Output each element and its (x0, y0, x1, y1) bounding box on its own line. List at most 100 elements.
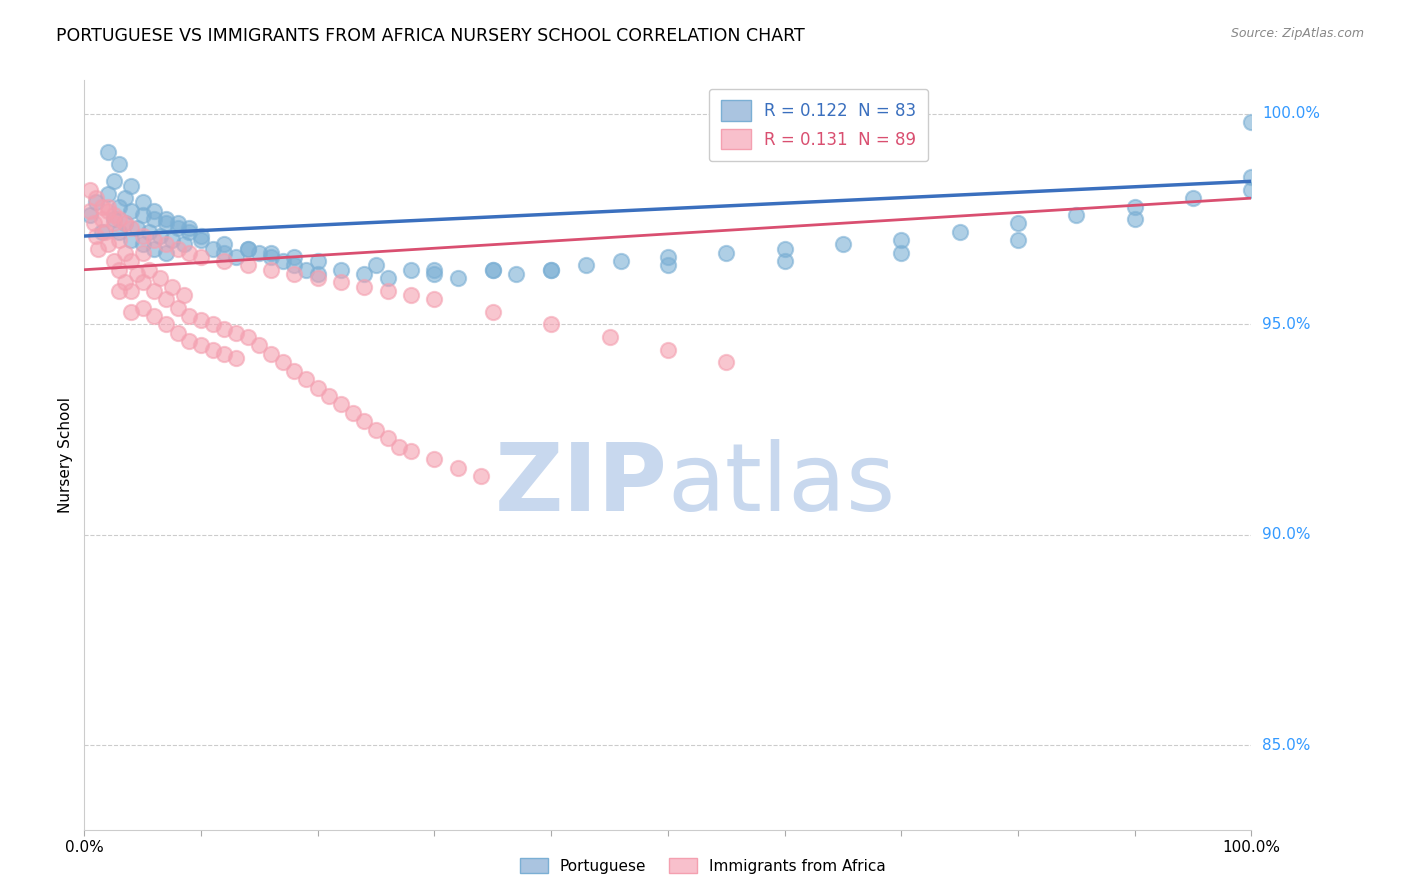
Point (166, 242, 188, 256)
Point (399, 443, 422, 458)
Point (108, 284, 131, 298)
Point (890, 233, 912, 247)
Point (103, 254, 125, 268)
Point (271, 355, 294, 369)
Point (160, 279, 183, 293)
Point (599, 330, 621, 344)
Point (307, 380, 329, 394)
Point (225, 326, 247, 340)
Legend: Portuguese, Immigrants from Africa: Portuguese, Immigrants from Africa (515, 852, 891, 880)
Point (179, 225, 201, 239)
Y-axis label: Nursery School: Nursery School (58, 397, 73, 513)
Text: Source: ZipAtlas.com: Source: ZipAtlas.com (1230, 27, 1364, 40)
Point (97, 186, 120, 201)
Text: 95.0%: 95.0% (1263, 317, 1310, 332)
Point (149, 271, 172, 285)
Point (1007, 233, 1029, 247)
Point (1181, 191, 1204, 205)
Point (470, 469, 492, 483)
Point (132, 195, 155, 210)
Point (90, 225, 112, 239)
Point (540, 262, 562, 277)
Point (295, 262, 318, 277)
Point (423, 267, 446, 281)
Point (949, 225, 972, 239)
Point (143, 309, 166, 323)
Point (190, 229, 212, 244)
Point (283, 267, 305, 281)
Point (143, 233, 166, 247)
Point (108, 200, 131, 214)
Point (90, 212, 112, 227)
Point (1240, 183, 1263, 197)
Point (353, 279, 375, 293)
Point (271, 254, 294, 268)
Point (423, 262, 446, 277)
Point (120, 254, 142, 268)
Point (108, 262, 131, 277)
Point (225, 351, 247, 365)
Point (173, 237, 195, 252)
Point (84, 195, 107, 210)
Point (377, 284, 399, 298)
Point (657, 250, 679, 264)
Point (155, 237, 177, 252)
Point (1240, 115, 1263, 129)
Point (773, 254, 796, 268)
Point (318, 389, 340, 403)
Point (120, 178, 142, 193)
Point (657, 259, 679, 273)
Point (505, 267, 527, 281)
Point (103, 208, 125, 222)
Point (249, 245, 271, 260)
Point (214, 245, 236, 260)
Point (260, 347, 283, 361)
Point (225, 250, 247, 264)
Point (283, 259, 305, 273)
Point (138, 262, 160, 277)
Point (330, 397, 353, 411)
Point (540, 318, 562, 332)
Point (155, 245, 177, 260)
Point (330, 262, 353, 277)
Point (97, 237, 120, 252)
Point (155, 216, 177, 230)
Point (447, 271, 470, 285)
Point (132, 208, 155, 222)
Point (155, 292, 177, 306)
Point (143, 203, 166, 218)
Point (832, 237, 855, 252)
Point (423, 292, 446, 306)
Point (138, 225, 160, 239)
Point (143, 242, 166, 256)
Point (83, 216, 105, 230)
Legend: R = 0.122  N = 83, R = 0.131  N = 89: R = 0.122 N = 83, R = 0.131 N = 89 (709, 88, 928, 161)
Point (108, 225, 131, 239)
Text: PORTUGUESE VS IMMIGRANTS FROM AFRICA NURSERY SCHOOL CORRELATION CHART: PORTUGUESE VS IMMIGRANTS FROM AFRICA NUR… (56, 27, 806, 45)
Point (97, 145, 120, 159)
Point (103, 174, 125, 188)
Point (94, 225, 117, 239)
Point (108, 233, 131, 247)
Point (114, 216, 136, 230)
Point (307, 267, 329, 281)
Point (890, 245, 912, 260)
Point (125, 267, 148, 281)
Point (716, 245, 738, 260)
Point (399, 288, 422, 302)
Point (125, 220, 148, 235)
Point (1123, 212, 1146, 227)
Point (377, 431, 399, 445)
Point (481, 262, 505, 277)
Point (179, 220, 201, 235)
Point (1240, 170, 1263, 185)
Point (120, 305, 142, 319)
Point (214, 347, 236, 361)
Point (114, 216, 136, 230)
Point (120, 233, 142, 247)
Point (353, 267, 375, 281)
Point (87, 242, 110, 256)
Point (423, 452, 446, 467)
Point (179, 245, 201, 260)
Point (214, 321, 236, 335)
